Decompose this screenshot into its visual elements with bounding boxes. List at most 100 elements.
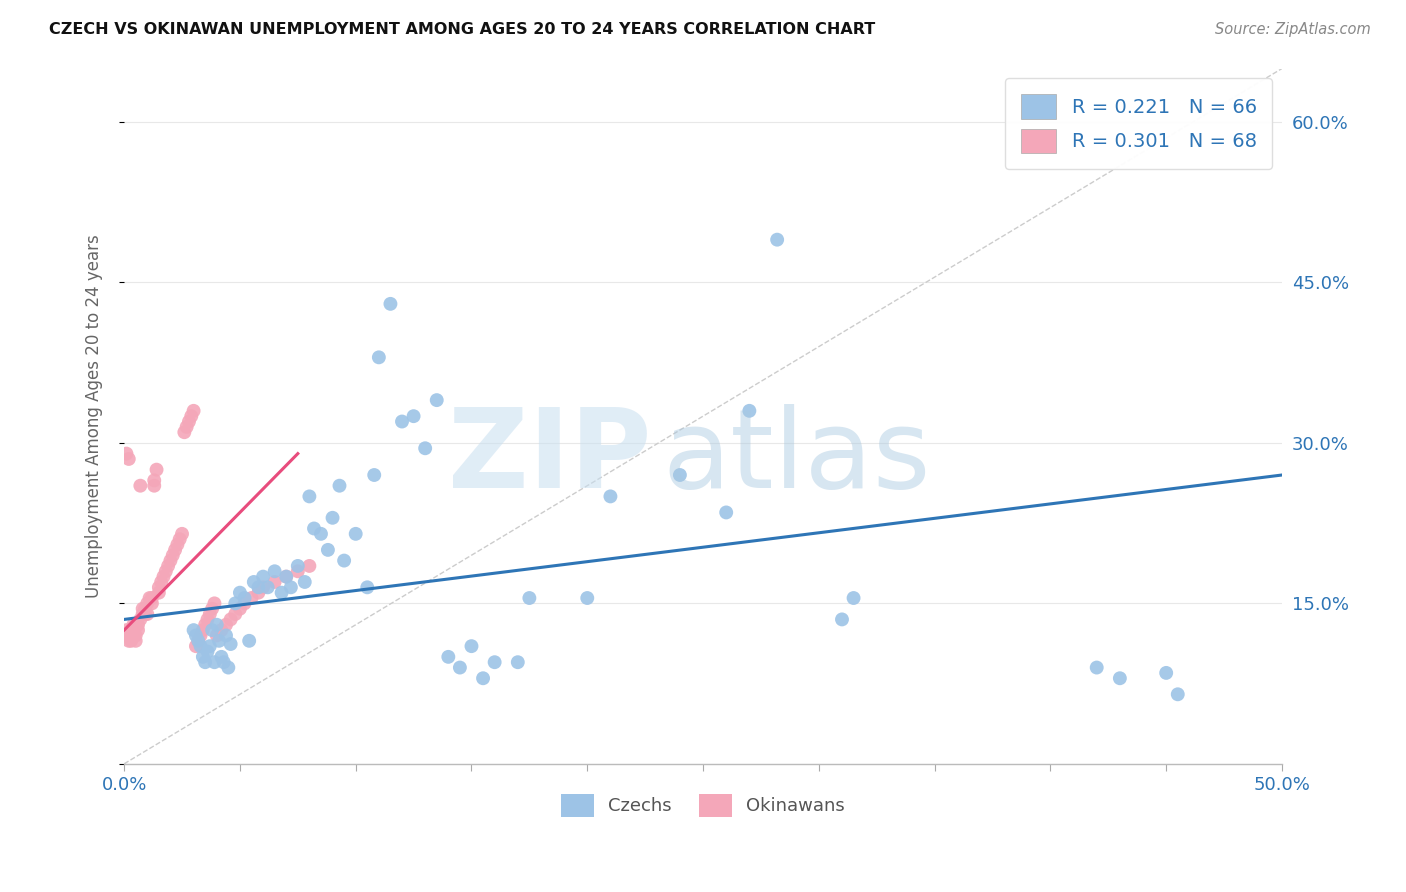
Point xyxy=(131,601,153,615)
Point xyxy=(472,671,495,685)
Point xyxy=(145,463,167,477)
Point xyxy=(138,591,160,605)
Point xyxy=(190,639,212,653)
Point xyxy=(209,623,232,637)
Point xyxy=(176,420,198,434)
Point xyxy=(159,553,181,567)
Point xyxy=(187,633,209,648)
Point xyxy=(194,655,217,669)
Point xyxy=(1108,671,1130,685)
Point xyxy=(716,505,738,519)
Point xyxy=(115,628,138,642)
Point xyxy=(270,585,292,599)
Point xyxy=(256,580,278,594)
Point xyxy=(143,474,166,488)
Point xyxy=(460,639,482,653)
Point xyxy=(148,580,170,594)
Point xyxy=(599,490,621,504)
Point xyxy=(363,468,385,483)
Point xyxy=(148,585,170,599)
Point xyxy=(187,633,209,648)
Point xyxy=(328,479,350,493)
Point xyxy=(198,607,221,621)
Point xyxy=(201,623,224,637)
Point xyxy=(484,655,506,669)
Point xyxy=(122,623,145,637)
Y-axis label: Unemployment Among Ages 20 to 24 years: Unemployment Among Ages 20 to 24 years xyxy=(86,235,103,598)
Point xyxy=(831,612,853,626)
Point xyxy=(127,623,149,637)
Point xyxy=(204,655,226,669)
Point xyxy=(240,591,263,605)
Point xyxy=(209,649,232,664)
Point xyxy=(367,351,389,365)
Point xyxy=(183,623,205,637)
Point xyxy=(194,617,217,632)
Point xyxy=(233,591,256,605)
Point xyxy=(150,574,173,589)
Point xyxy=(224,596,246,610)
Point xyxy=(134,607,156,621)
Point xyxy=(141,596,163,610)
Point xyxy=(263,574,285,589)
Point xyxy=(669,468,692,483)
Point xyxy=(449,660,471,674)
Point xyxy=(118,633,141,648)
Point xyxy=(298,558,321,573)
Point xyxy=(136,607,159,621)
Text: Source: ZipAtlas.com: Source: ZipAtlas.com xyxy=(1215,22,1371,37)
Point xyxy=(170,526,193,541)
Point xyxy=(333,553,356,567)
Point xyxy=(131,607,153,621)
Point xyxy=(243,574,266,589)
Point xyxy=(136,596,159,610)
Point xyxy=(141,591,163,605)
Point xyxy=(276,569,298,583)
Point xyxy=(252,580,274,594)
Point xyxy=(177,415,200,429)
Point xyxy=(201,601,224,615)
Point xyxy=(247,585,270,599)
Point xyxy=(219,612,242,626)
Point xyxy=(122,617,145,632)
Point xyxy=(263,564,285,578)
Point xyxy=(219,637,242,651)
Point xyxy=(229,601,252,615)
Point xyxy=(576,591,599,605)
Point xyxy=(356,580,378,594)
Point xyxy=(204,596,226,610)
Point xyxy=(184,628,207,642)
Point xyxy=(519,591,541,605)
Point xyxy=(115,623,138,637)
Point xyxy=(426,393,449,408)
Point xyxy=(238,633,260,648)
Point xyxy=(120,628,142,642)
Point xyxy=(197,644,219,658)
Point xyxy=(380,297,402,311)
Point xyxy=(842,591,865,605)
Point xyxy=(287,564,309,578)
Point xyxy=(413,442,436,456)
Point xyxy=(129,612,152,626)
Point xyxy=(233,596,256,610)
Point xyxy=(217,660,239,674)
Point xyxy=(118,628,141,642)
Point xyxy=(173,425,195,440)
Point xyxy=(391,415,413,429)
Point xyxy=(766,233,789,247)
Point xyxy=(322,510,344,524)
Point xyxy=(212,655,235,669)
Point xyxy=(127,617,149,632)
Point xyxy=(205,617,228,632)
Point xyxy=(197,612,219,626)
Point xyxy=(229,585,252,599)
Point xyxy=(165,542,187,557)
Point xyxy=(198,639,221,653)
Point xyxy=(302,521,325,535)
Point xyxy=(152,569,174,583)
Text: CZECH VS OKINAWAN UNEMPLOYMENT AMONG AGES 20 TO 24 YEARS CORRELATION CHART: CZECH VS OKINAWAN UNEMPLOYMENT AMONG AGE… xyxy=(49,22,876,37)
Point xyxy=(252,569,274,583)
Point xyxy=(215,617,238,632)
Point xyxy=(506,655,529,669)
Point xyxy=(155,564,177,578)
